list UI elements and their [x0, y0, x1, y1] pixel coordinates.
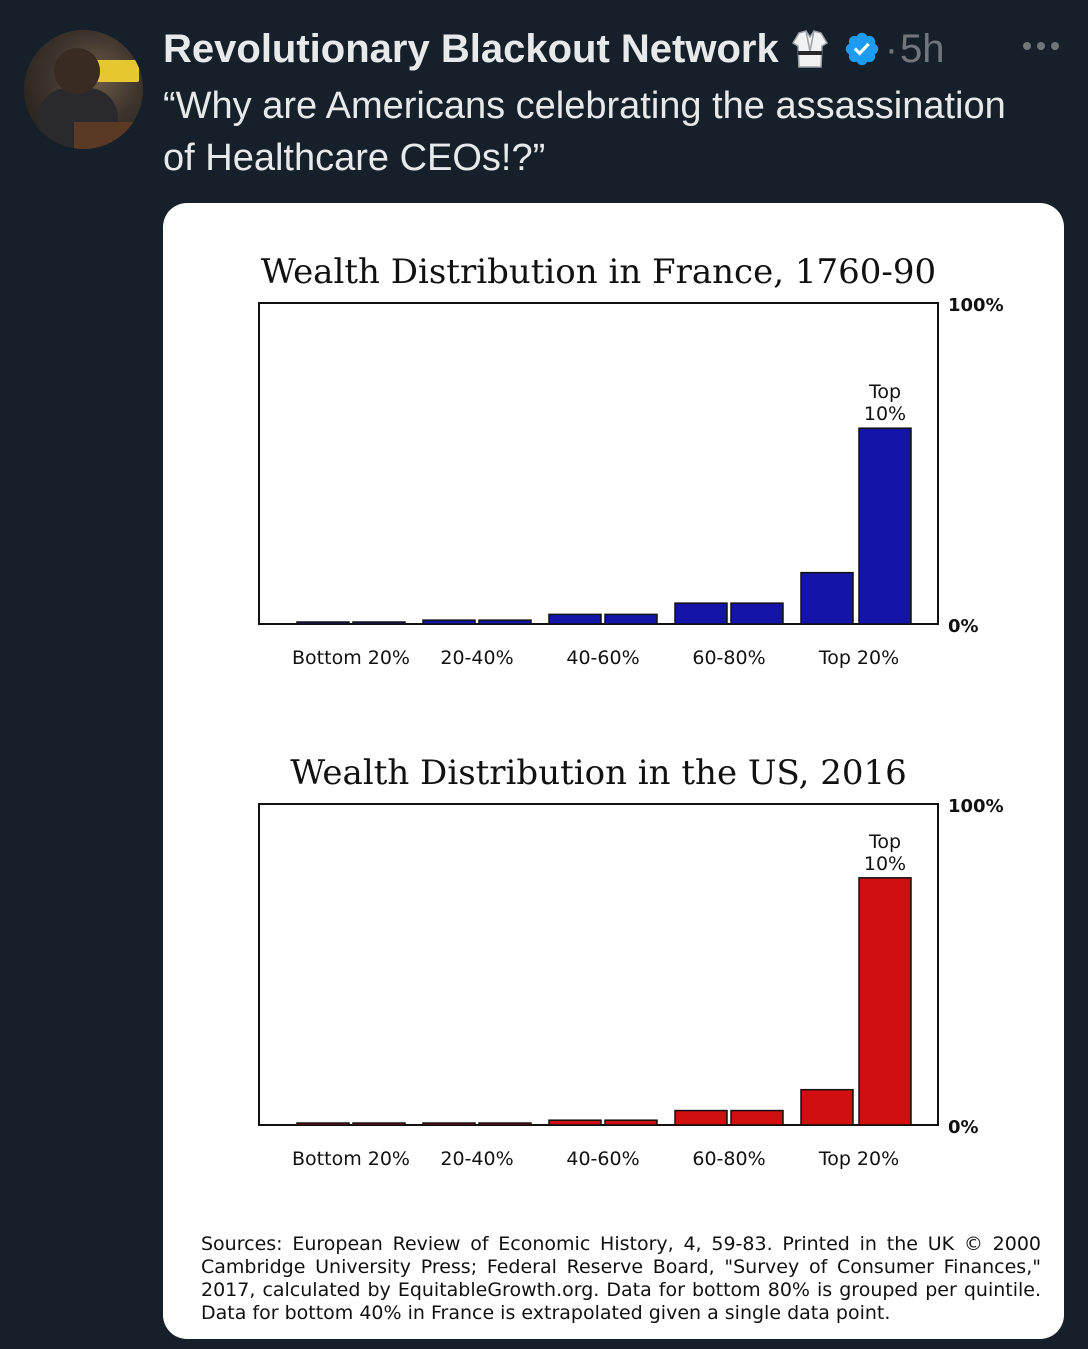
verified-badge-icon[interactable] — [843, 30, 881, 68]
bar-label: 10% — [864, 403, 906, 425]
bar — [352, 1122, 406, 1126]
x-tick-label: 60-80% — [692, 1148, 765, 1170]
bar — [422, 1122, 476, 1126]
bar-label: Top — [868, 831, 901, 853]
y-tick-label: 0% — [948, 1117, 979, 1138]
bar-label: Top — [868, 381, 901, 403]
x-tick-label: 40-60% — [566, 1148, 639, 1170]
martial-arts-gi-icon — [791, 30, 828, 68]
tweet-timestamp[interactable]: 5h — [900, 26, 945, 71]
bar — [548, 1119, 602, 1126]
display-name[interactable]: Revolutionary Blackout Network — [163, 26, 779, 71]
avatar-person-head — [54, 48, 100, 94]
bar — [800, 571, 854, 625]
y-tick-label: 100% — [948, 295, 1004, 316]
tweet-media-image[interactable]: Wealth Distribution in France, 1760-90 10… — [163, 203, 1064, 1339]
chart-title: Wealth Distribution in the US, 2016 — [290, 753, 907, 793]
avatar-background-sign — [95, 60, 139, 82]
bar — [730, 1109, 784, 1126]
bar — [730, 602, 784, 625]
x-tick-label: Bottom 20% — [292, 1148, 410, 1170]
bar — [858, 877, 912, 1126]
chart-sources-note: Sources: European Review of Economic His… — [201, 1233, 1041, 1324]
more-options-icon[interactable] — [1020, 36, 1062, 56]
avatar-podium — [74, 122, 143, 149]
bar — [604, 1119, 658, 1126]
bar-label: 10% — [864, 853, 906, 875]
bar — [422, 619, 476, 625]
bar — [296, 621, 350, 625]
y-tick-label: 100% — [948, 796, 1004, 817]
bar — [296, 1122, 350, 1126]
x-tick-label: Bottom 20% — [292, 647, 410, 669]
tweet-header: Revolutionary Blackout Network · 5h — [163, 22, 1064, 76]
bar — [478, 619, 532, 625]
chart-title: Wealth Distribution in France, 1760-90 — [261, 252, 936, 292]
header-separator: · — [884, 26, 899, 71]
bar — [478, 1122, 532, 1126]
bar — [674, 602, 728, 625]
wealth-distribution-charts: Wealth Distribution in France, 1760-90 10… — [258, 252, 1004, 1170]
x-tick-label: 20-40% — [440, 647, 513, 669]
bar — [674, 1109, 728, 1126]
chart-frame — [258, 803, 939, 1126]
tweet-text: “Why are Americans celebrating the assas… — [163, 85, 1006, 179]
bar — [800, 1088, 854, 1126]
x-tick-label: 60-80% — [692, 647, 765, 669]
x-tick-label: 20-40% — [440, 1148, 513, 1170]
bar — [548, 613, 602, 625]
y-tick-label: 0% — [948, 616, 979, 637]
bar — [352, 621, 406, 625]
bar — [604, 613, 658, 625]
avatar[interactable] — [24, 30, 143, 149]
bar — [858, 427, 912, 625]
x-tick-label: 40-60% — [566, 647, 639, 669]
x-tick-label: Top 20% — [818, 647, 899, 669]
x-tick-label: Top 20% — [818, 1148, 899, 1170]
